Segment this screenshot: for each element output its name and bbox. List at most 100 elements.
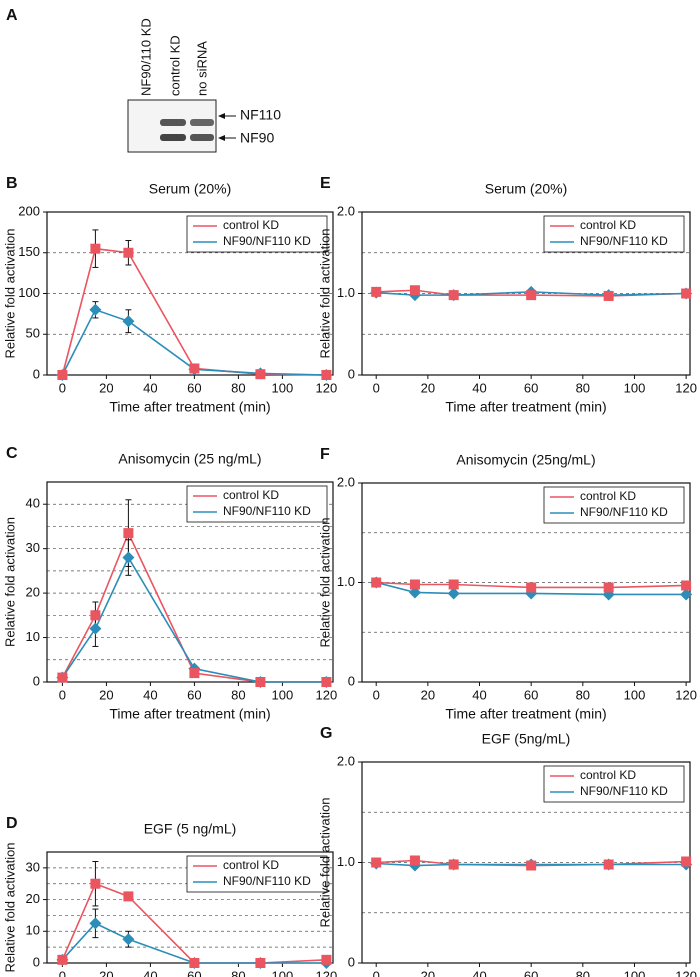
plot-frame: [46, 481, 334, 683]
marker: [321, 954, 332, 965]
x-tick-label: 80: [576, 380, 590, 395]
x-tick-label: 0: [59, 687, 66, 702]
y-tick-label: 150: [18, 244, 40, 259]
y-tick-label: 0: [348, 954, 355, 969]
marker: [123, 528, 134, 539]
legend-box: [543, 215, 685, 253]
x-tick-label: 120: [675, 380, 697, 395]
marker: [90, 610, 101, 621]
arrow-head: [218, 113, 225, 119]
y-tick-label: 0: [33, 673, 40, 688]
lane-label: control KD: [167, 35, 182, 96]
x-tick-label: 0: [373, 687, 380, 702]
marker: [255, 369, 266, 380]
marker: [371, 857, 382, 868]
y-axis-label: Relative fold activation: [2, 228, 17, 358]
y-tick-label: 0: [348, 366, 355, 381]
y-tick-label: 20: [26, 585, 40, 600]
x-tick-label: 40: [143, 687, 157, 702]
marker: [89, 303, 102, 316]
x-tick-label: 60: [524, 687, 538, 702]
x-tick-label: 120: [316, 380, 338, 395]
x-axis-label: Time after treatment (min): [109, 399, 270, 415]
marker: [447, 587, 460, 600]
marker: [409, 285, 420, 296]
marker: [123, 891, 134, 902]
legend-label: NF90/NF110 KD: [580, 234, 668, 248]
y-tick-label: 1.0: [337, 574, 355, 589]
legend-box: [543, 486, 685, 524]
marker: [371, 286, 382, 297]
y-axis-label: Relative fold activation: [2, 842, 17, 972]
marker: [603, 859, 614, 870]
x-tick-label: 120: [675, 968, 697, 977]
legend-label: control KD: [580, 489, 636, 503]
marker: [189, 363, 200, 374]
marker: [90, 878, 101, 889]
chart-title: Serum (20%): [149, 181, 231, 197]
marker: [255, 677, 266, 687]
series-line: [376, 291, 687, 296]
arrow-head: [218, 135, 225, 141]
y-tick-label: 50: [26, 326, 40, 341]
x-tick-label: 40: [472, 968, 486, 977]
series-line: [376, 862, 687, 867]
marker: [122, 933, 135, 946]
x-tick-label: 40: [143, 968, 157, 977]
marker: [681, 580, 692, 591]
panel-letter: G: [320, 725, 332, 742]
y-axis-label: Relative fold activation: [2, 517, 17, 647]
x-tick-label: 100: [272, 380, 294, 395]
marker: [90, 243, 101, 254]
panel-letter: D: [6, 815, 18, 832]
x-tick-label: 120: [316, 968, 338, 977]
legend-box: [543, 765, 685, 803]
series-line: [61, 922, 327, 964]
marker: [122, 315, 135, 328]
marker: [89, 917, 102, 930]
x-axis-label: Time after treatment (min): [445, 706, 606, 722]
y-tick-label: 2.0: [337, 474, 355, 489]
x-axis-label: Time after treatment (min): [109, 706, 270, 722]
y-axis-label: Relative fold activation: [317, 228, 332, 358]
marker: [409, 579, 420, 590]
legend-label: control KD: [580, 218, 636, 232]
x-tick-label: 100: [272, 687, 294, 702]
panel-letter: F: [320, 446, 330, 463]
chart-title: Anisomycin (25 ng/mL): [118, 451, 261, 467]
x-tick-label: 80: [576, 968, 590, 977]
x-tick-label: 40: [472, 380, 486, 395]
y-tick-label: 10: [26, 629, 40, 644]
marker: [409, 855, 420, 866]
x-tick-label: 80: [231, 687, 245, 702]
marker: [89, 622, 102, 635]
x-tick-label: 20: [421, 968, 435, 977]
x-tick-label: 80: [576, 687, 590, 702]
y-tick-label: 100: [18, 285, 40, 300]
x-tick-label: 100: [624, 687, 646, 702]
series-line: [376, 581, 687, 596]
blot-band: [160, 134, 186, 141]
series-line: [376, 581, 687, 589]
x-tick-label: 100: [272, 968, 294, 977]
y-tick-label: 10: [26, 923, 40, 938]
legend-label: NF90/NF110 KD: [223, 504, 311, 518]
marker: [680, 588, 693, 601]
y-tick-label: 0: [33, 954, 40, 969]
y-tick-label: 0: [348, 673, 355, 688]
x-tick-label: 60: [524, 380, 538, 395]
blot-band: [190, 119, 214, 126]
marker: [321, 370, 332, 380]
y-tick-label: 200: [18, 203, 40, 218]
panel-letter: B: [6, 175, 18, 192]
lane-label: NF90/110 KD: [138, 18, 153, 96]
x-tick-label: 20: [421, 380, 435, 395]
legend-label: control KD: [580, 768, 636, 782]
band-label: NF90: [240, 130, 274, 146]
marker: [255, 958, 266, 968]
x-tick-label: 60: [187, 380, 201, 395]
x-tick-label: 20: [99, 380, 113, 395]
marker: [57, 370, 68, 380]
legend-label: NF90/NF110 KD: [580, 784, 668, 798]
